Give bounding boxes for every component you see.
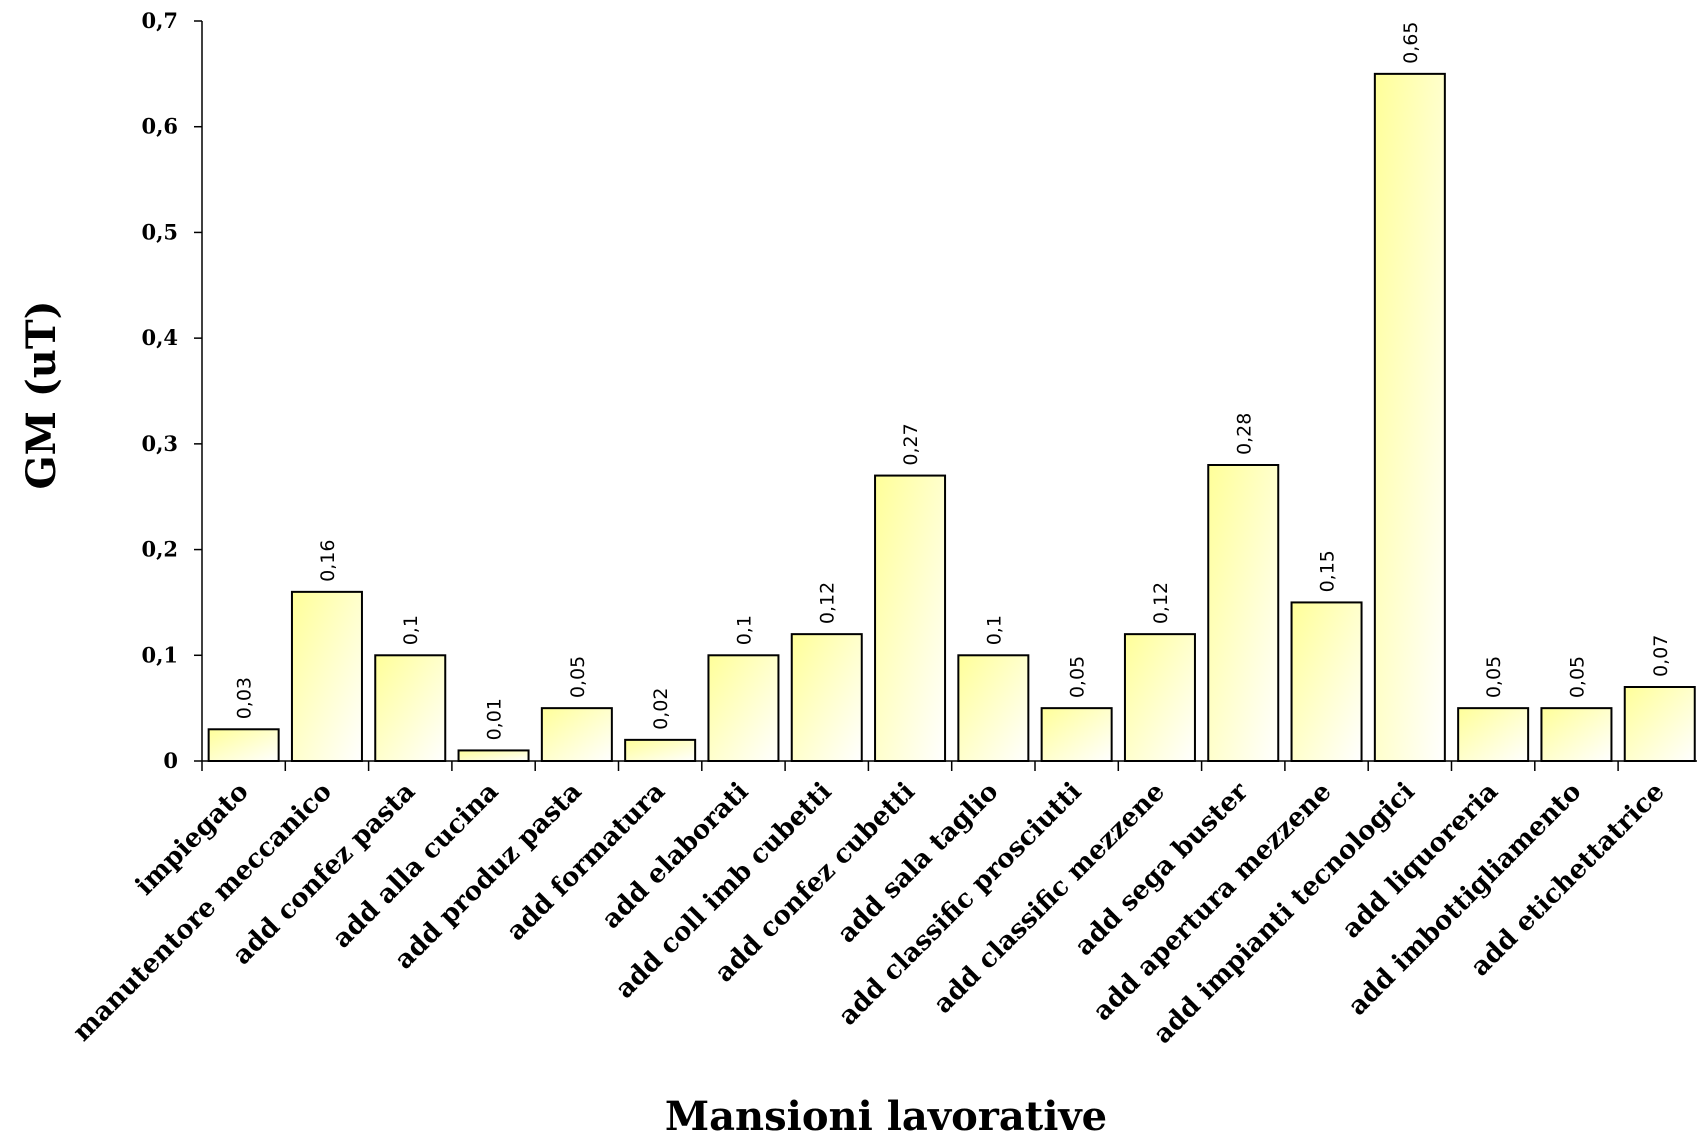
- data-label: 0,1: [983, 615, 1005, 645]
- bar: [957, 654, 1030, 762]
- data-label: 0,07: [1650, 635, 1672, 677]
- category-label: add formatura: [501, 777, 671, 947]
- y-tick-label: 0: [163, 748, 178, 773]
- bar: [374, 654, 447, 762]
- x-axis-title: Mansioni lavorative: [665, 1093, 1107, 1138]
- data-label: 0,05: [1067, 656, 1089, 698]
- y-tick-label: 0,7: [141, 8, 178, 33]
- data-label: 0,02: [650, 688, 672, 730]
- data-label: 0,27: [900, 423, 922, 465]
- bar: [457, 749, 530, 763]
- bar: [790, 633, 863, 763]
- data-labels: 0,03 0,16 0,1 0,01 0,05 0,02 0,1 0,12 0,27 0,1 0,0…: [234, 22, 1672, 741]
- bar: [207, 728, 280, 762]
- bars: [207, 72, 1696, 763]
- bar: [1290, 601, 1363, 763]
- bar: [624, 738, 697, 762]
- category-label: add liquoreria: [1336, 777, 1504, 945]
- bar: [1207, 464, 1280, 762]
- data-label: 0,1: [733, 615, 755, 645]
- bar: [1373, 72, 1446, 763]
- bar: [1040, 707, 1113, 763]
- y-tick-label: 0,1: [141, 642, 178, 667]
- category-label: add elaborati: [596, 777, 754, 935]
- data-label: 0,15: [1317, 550, 1339, 592]
- bar: [290, 590, 363, 762]
- data-label: 0,05: [1483, 656, 1505, 698]
- data-label: 0,03: [234, 677, 256, 719]
- data-label: 0,65: [1400, 22, 1422, 64]
- x-axis: [201, 760, 1697, 771]
- data-label: 0,16: [317, 540, 339, 582]
- y-tick-label: 0,2: [141, 537, 178, 562]
- bar: [874, 474, 947, 762]
- y-tick-label: 0,6: [141, 114, 178, 139]
- data-label: 0,1: [400, 615, 422, 645]
- category-label: add sala taglio: [832, 777, 1004, 949]
- data-label: 0,05: [1566, 656, 1588, 698]
- data-label: 0,12: [1150, 582, 1172, 624]
- y-tick-label: 0,5: [141, 219, 178, 244]
- bar: [707, 654, 780, 762]
- data-label: 0,01: [484, 698, 506, 740]
- y-axis: 0 0,1 0,2 0,3 0,4 0,5 0,6 0,7: [141, 8, 203, 773]
- y-tick-label: 0,3: [141, 431, 178, 456]
- y-tick-label: 0,4: [141, 325, 178, 350]
- data-label: 0,12: [817, 582, 839, 624]
- bar: [1623, 686, 1696, 762]
- bar: [1123, 633, 1196, 763]
- bar: [1457, 707, 1530, 763]
- bar: [1540, 707, 1613, 763]
- y-axis-title: GM (uT): [18, 300, 65, 489]
- data-label: 0,28: [1233, 413, 1255, 455]
- bar: [540, 707, 613, 763]
- data-label: 0,05: [567, 656, 589, 698]
